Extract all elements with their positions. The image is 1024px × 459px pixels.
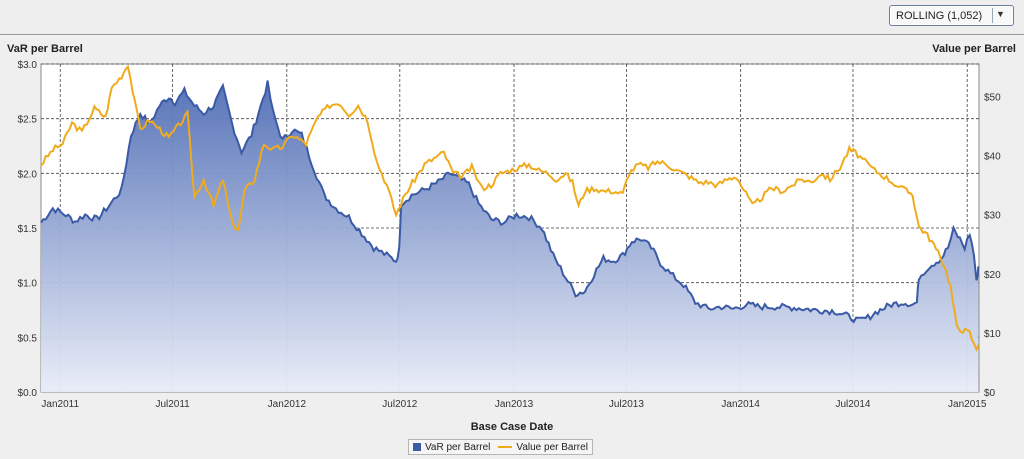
right-axis-title: Value per Barrel: [932, 43, 1016, 55]
y-right-tick-label: $0: [984, 388, 996, 399]
x-tick-label: Jan2015: [948, 399, 987, 410]
legend: VaR per Barrel Value per Barrel: [408, 439, 593, 455]
y-right-tick-label: $20: [984, 270, 1001, 281]
y-left-tick-label: $2.5: [18, 115, 38, 126]
x-tick-label: Jan2014: [721, 399, 760, 410]
value-line: [40, 64, 980, 352]
chevron-down-icon[interactable]: ▼: [996, 9, 1005, 19]
x-axis-title: Base Case Date: [471, 421, 554, 433]
legend-swatch-var: [413, 443, 421, 451]
y-left-tick-label: $3.0: [18, 60, 38, 71]
legend-label-value: Value per Barrel: [516, 441, 588, 453]
x-tick-label: Jul2012: [382, 399, 417, 410]
y-right-tick-label: $10: [984, 329, 1001, 340]
var-line: [40, 80, 980, 324]
y-right-tick-label: $40: [984, 152, 1001, 163]
x-tick-label: Jan2013: [495, 399, 534, 410]
x-tick-label: Jul2014: [835, 399, 870, 410]
y-right-tick-label: $50: [984, 93, 1001, 104]
toolbar-divider: [0, 34, 1024, 35]
y-left-tick-label: $1.5: [18, 224, 38, 235]
dropdown-separator: [992, 8, 993, 23]
x-tick-label: Jan2011: [41, 399, 79, 410]
x-tick-label: Jul2013: [609, 399, 644, 410]
y-left-tick-label: $0.5: [18, 333, 38, 344]
var-area: [41, 80, 979, 392]
y-left-tick-label: $1.0: [18, 279, 38, 290]
x-tick-label: Jul2011: [155, 399, 190, 410]
left-axis-title: VaR per Barrel: [7, 43, 83, 55]
x-tick-label: Jan2012: [268, 399, 307, 410]
toolbar: ROLLING (1,052) ▼: [0, 0, 1024, 34]
y-right-tick-label: $30: [984, 211, 1001, 222]
legend-swatch-value: [498, 446, 513, 448]
legend-label-var: VaR per Barrel: [425, 441, 491, 453]
y-left-tick-label: $2.0: [18, 169, 38, 180]
chart-svg: Jan2011 Jul2011 Jan2012 Jul2012 Jan2013 Jul20…: [7, 43, 1016, 433]
dropdown-value: ROLLING (1,052): [896, 10, 983, 22]
y-left-tick-label: $0.0: [18, 388, 38, 399]
rolling-window-dropdown[interactable]: ROLLING (1,052) ▼: [889, 5, 1014, 26]
